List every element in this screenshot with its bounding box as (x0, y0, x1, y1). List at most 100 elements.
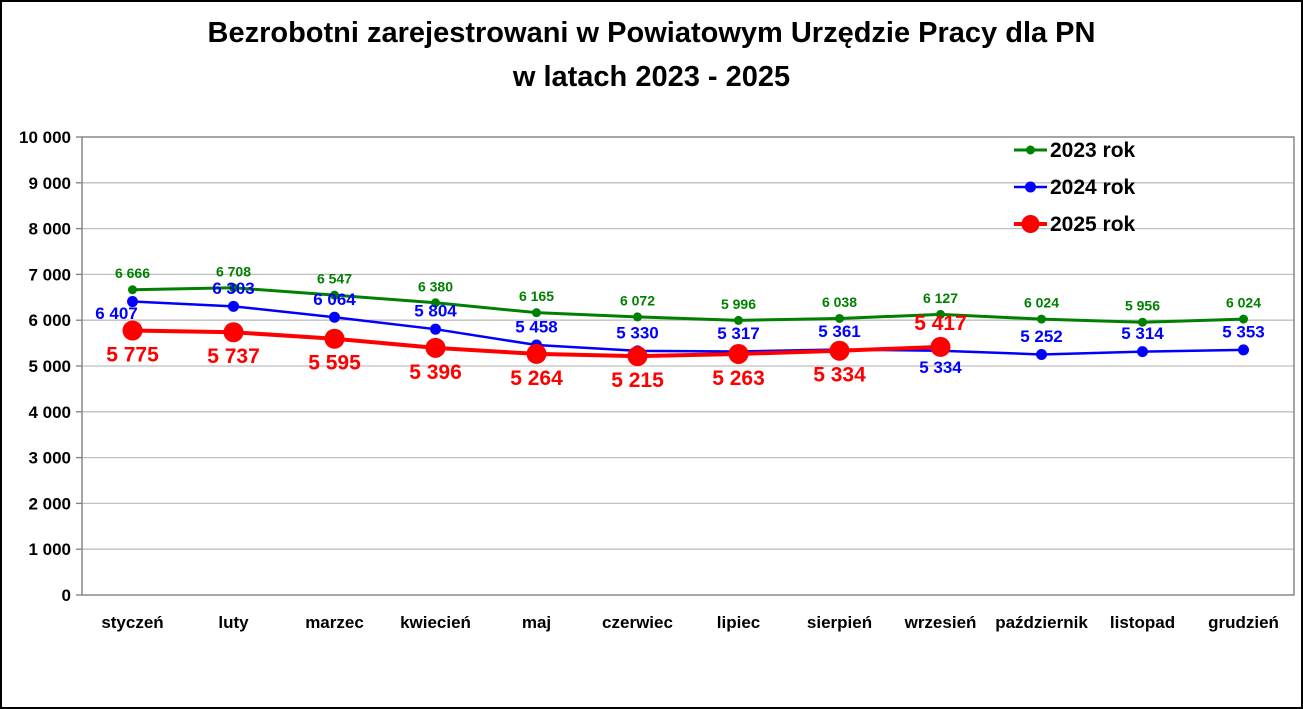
data-point-2023-rok (633, 312, 642, 322)
data-label-2024-rok: 5 334 (919, 358, 962, 377)
y-axis-tick-label: 0 (62, 586, 71, 605)
data-point-2024-rok (228, 300, 239, 312)
y-axis-tick-label: 7 000 (28, 265, 71, 284)
y-axis-tick-label: 9 000 (28, 174, 71, 193)
data-label-2023-rok: 6 024 (1226, 295, 1261, 311)
data-label-2025-rok: 5 737 (207, 345, 260, 368)
data-label-2023-rok: 6 666 (115, 265, 150, 281)
data-point-2024-rok (329, 311, 340, 323)
data-point-2023-rok (431, 298, 440, 308)
data-point-2024-rok (1137, 346, 1148, 358)
data-point-2023-rok (734, 315, 743, 325)
x-axis-category-label: maj (522, 613, 551, 632)
legend-item-2024-rok: 2024 rok (1014, 176, 1136, 199)
y-axis-tick-label: 6 000 (28, 311, 71, 330)
data-label-2023-rok: 6 547 (317, 271, 352, 287)
x-axis-category-label: kwiecień (400, 613, 471, 632)
data-point-2023-rok (1138, 317, 1147, 327)
x-axis-category-label: styczeń (101, 613, 163, 632)
data-point-2023-rok (1239, 314, 1248, 324)
data-point-2025-rok (627, 346, 648, 367)
data-point-2023-rok (330, 290, 339, 300)
legend-item-2023-rok: 2023 rok (1014, 139, 1136, 162)
data-point-2023-rok (835, 313, 844, 323)
data-point-2024-rok (430, 323, 441, 335)
data-label-2024-rok: 6 064 (313, 290, 356, 309)
plot-border (81, 136, 1295, 596)
data-label-2025-rok: 5 396 (409, 361, 462, 384)
legend-marker-dot (1025, 181, 1036, 193)
data-label-2023-rok: 5 956 (1125, 298, 1160, 314)
chart-title-line1: Bezrobotni zarejestrowani w Powiatowym U… (207, 17, 1096, 49)
legend-marker-dot (1021, 215, 1040, 233)
data-label-2024-rok: 6 303 (212, 279, 255, 298)
data-label-2025-rok: 5 775 (106, 344, 159, 367)
data-label-2023-rok: 6 708 (216, 263, 251, 279)
data-label-2024-rok: 5 458 (515, 318, 558, 337)
x-axis-category-label: luty (218, 613, 249, 632)
data-label-2023-rok: 6 165 (519, 288, 554, 304)
data-label-2025-rok: 5 595 (308, 352, 361, 375)
y-axis-tick-label: 1 000 (28, 540, 71, 559)
data-point-2025-rok (425, 337, 446, 358)
data-label-2024-rok: 5 252 (1020, 327, 1063, 346)
data-label-2023-rok: 6 380 (418, 278, 453, 294)
data-label-2024-rok: 5 317 (717, 324, 760, 343)
legend-label: 2024 rok (1050, 176, 1136, 199)
y-axis-tick-label: 4 000 (28, 403, 71, 422)
data-label-2023-rok: 5 996 (721, 296, 756, 312)
x-axis-category-label: sierpień (807, 613, 872, 632)
legend-item-2025-rok: 2025 rok (1014, 213, 1136, 236)
series-line-2023-rok (132, 286, 1244, 324)
data-point-2025-rok (324, 328, 345, 349)
y-axis-tick-label: 5 000 (28, 357, 71, 376)
x-axis-category-label: listopad (1110, 613, 1175, 632)
x-axis-category-label: wrzesień (904, 613, 977, 632)
data-label-2024-rok: 5 804 (414, 302, 457, 321)
data-label-2023-rok: 6 127 (923, 290, 958, 306)
data-label-2024-rok: 6 407 (95, 304, 138, 323)
data-point-2023-rok (229, 283, 238, 293)
data-label-2023-rok: 6 038 (822, 294, 857, 310)
chart-title: Bezrobotni zarejestrowani w Powiatowym U… (2, 11, 1301, 99)
data-label-2025-rok: 5 417 (914, 312, 967, 335)
x-axis-category-label: październik (995, 613, 1088, 632)
legend-label: 2025 rok (1050, 213, 1136, 236)
chart-title-line2: w latach 2023 - 2025 (512, 61, 791, 93)
x-axis-category-label: grudzień (1208, 613, 1279, 632)
data-label-2025-rok: 5 215 (611, 369, 664, 392)
data-label-2023-rok: 6 024 (1024, 295, 1059, 311)
x-axis-category-label: czerwiec (602, 613, 673, 632)
y-axis-tick-label: 3 000 (28, 449, 71, 468)
data-point-2025-rok (526, 343, 547, 364)
data-label-2024-rok: 5 353 (1222, 322, 1265, 341)
data-label-2025-rok: 5 263 (712, 367, 765, 390)
data-point-2023-rok (128, 285, 137, 295)
x-axis-category-label: lipiec (717, 613, 760, 632)
y-axis-tick-label: 2 000 (28, 494, 71, 513)
data-label-2023-rok: 6 072 (620, 292, 655, 308)
data-point-2023-rok (1037, 314, 1046, 324)
y-axis-tick-label: 10 000 (19, 128, 71, 147)
data-point-2025-rok (829, 340, 850, 361)
data-point-2025-rok (930, 336, 951, 357)
x-axis-category-label: marzec (305, 613, 364, 632)
y-axis-tick-label: 8 000 (28, 220, 71, 239)
data-label-2024-rok: 5 330 (616, 323, 659, 342)
data-label-2025-rok: 5 264 (510, 367, 563, 390)
data-point-2023-rok (532, 308, 541, 318)
data-point-2024-rok (1036, 348, 1047, 360)
data-point-2025-rok (122, 320, 143, 341)
data-label-2024-rok: 5 314 (1121, 324, 1164, 343)
data-label-2024-rok: 5 361 (818, 322, 861, 341)
data-label-2025-rok: 5 334 (813, 364, 866, 387)
series-line-2024-rok (132, 300, 1244, 356)
data-point-2025-rok (728, 343, 749, 364)
legend-marker-dot (1026, 145, 1035, 155)
data-point-2024-rok (1238, 344, 1249, 356)
data-point-2025-rok (223, 322, 244, 343)
legend-label: 2023 rok (1050, 139, 1136, 162)
data-point-2023-rok (936, 309, 945, 319)
